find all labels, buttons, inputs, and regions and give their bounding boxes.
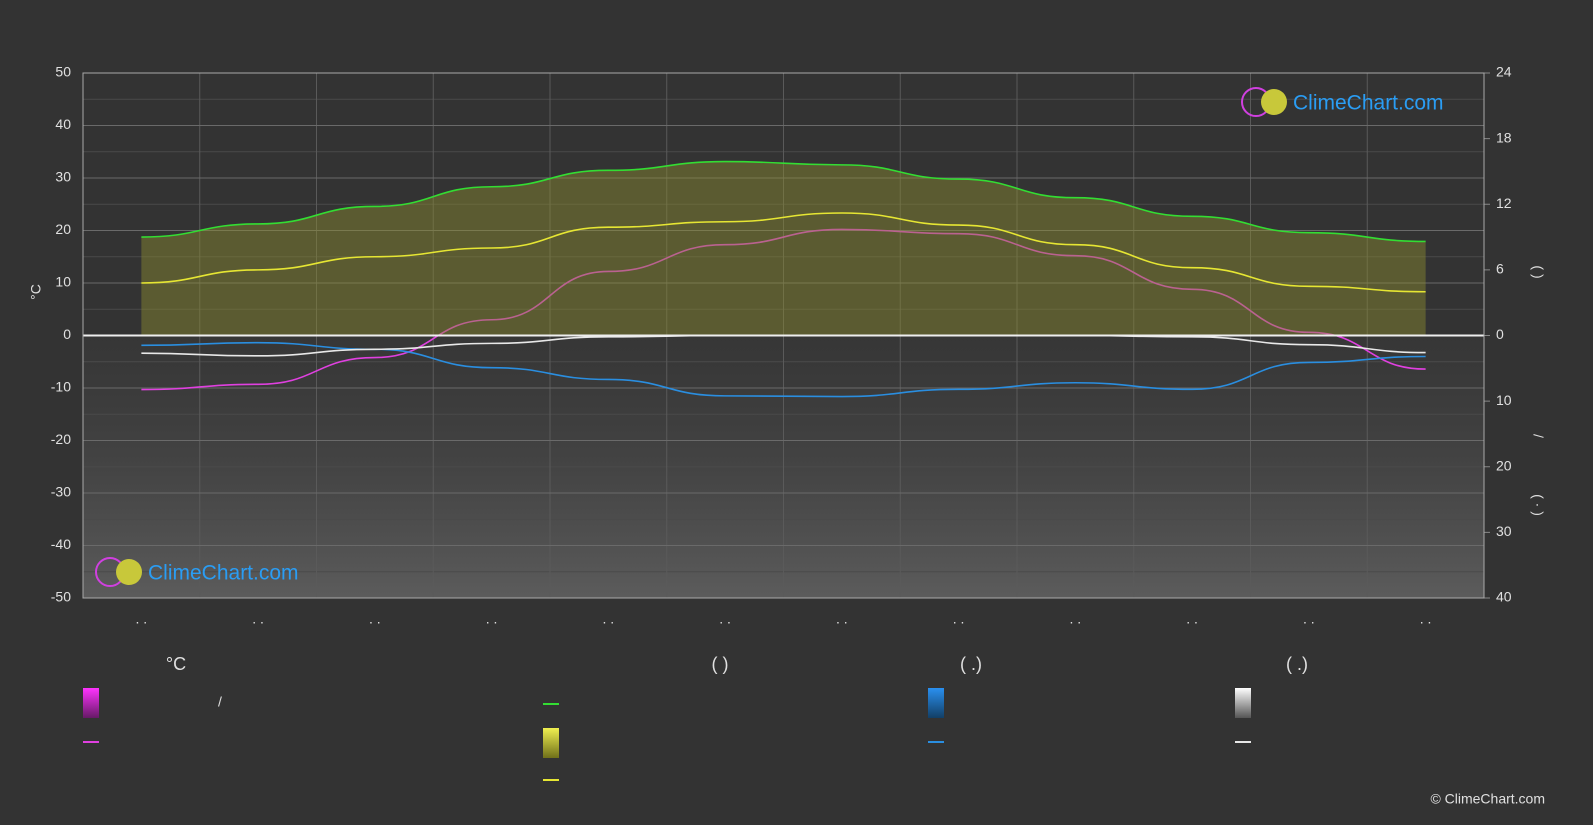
copyright: © ClimeChart.com: [1430, 791, 1545, 807]
y-tick-label: -50: [51, 589, 71, 605]
x-tick-label: . .: [136, 611, 148, 627]
legend-swatch: [83, 688, 99, 718]
legend-swatch: [928, 688, 944, 718]
x-tick-label: . .: [1070, 611, 1082, 627]
y-tick-label: -40: [51, 536, 71, 552]
y3-tick-label: 10: [1496, 392, 1512, 408]
y2-tick-label: 6: [1496, 261, 1504, 277]
y2-axis-title: ( ): [1530, 265, 1546, 278]
y2-tick-label: 12: [1496, 195, 1512, 211]
legend-heading: ( .): [960, 654, 982, 674]
y-tick-label: 0: [63, 326, 71, 342]
x-tick-label: . .: [1303, 611, 1315, 627]
y3-tick-label: 20: [1496, 457, 1512, 473]
daylight-area: [141, 161, 1426, 336]
y2-tick-label: 0: [1496, 326, 1504, 342]
x-tick-label: . .: [953, 611, 965, 627]
x-tick-label: . .: [603, 611, 615, 627]
logo: ClimeChart.com: [95, 557, 299, 587]
legend-swatch: [543, 728, 559, 758]
y-tick-label: 10: [55, 274, 71, 290]
series-line: [141, 212, 1426, 293]
x-tick-label: . .: [836, 611, 848, 627]
y-tick-label: -20: [51, 431, 71, 447]
series-line: [141, 160, 1426, 243]
legend-heading: ( ): [712, 654, 729, 674]
legend-heading: °C: [166, 654, 186, 674]
y3-axis-title: /: [1530, 434, 1546, 438]
logo-text: ClimeChart.com: [1293, 92, 1444, 115]
x-tick-label: . .: [252, 611, 264, 627]
x-tick-label: . .: [369, 611, 381, 627]
legend-heading: ( .): [1286, 654, 1308, 674]
y3-tick-label: 30: [1496, 523, 1512, 539]
logo-text: ClimeChart.com: [148, 562, 299, 585]
y-tick-label: -10: [51, 379, 71, 395]
logo: ClimeChart.com: [1241, 87, 1444, 117]
y-tick-label: 50: [55, 64, 71, 80]
y-axis-title: °C: [28, 284, 44, 300]
legend: [83, 703, 1251, 781]
series-line: [141, 228, 1426, 391]
x-tick-label: . .: [1186, 611, 1198, 627]
y2-tick-label: 18: [1496, 129, 1512, 145]
legend-swatch: [1235, 688, 1251, 718]
y-tick-label: -30: [51, 484, 71, 500]
y-tick-label: 40: [55, 116, 71, 132]
plot: [82, 72, 1485, 599]
y3-tick-label: 40: [1496, 589, 1512, 605]
x-tick-label: . .: [719, 611, 731, 627]
x-tick-label: . .: [1420, 611, 1432, 627]
y2-tick-label: 24: [1496, 64, 1512, 80]
x-tick-label: . .: [486, 611, 498, 627]
y-tick-label: 20: [55, 221, 71, 237]
plot-frame: [82, 72, 1485, 599]
y3-axis-title: ( · ): [1530, 494, 1546, 516]
y-tick-label: 30: [55, 169, 71, 185]
legend-label: /: [218, 694, 222, 710]
